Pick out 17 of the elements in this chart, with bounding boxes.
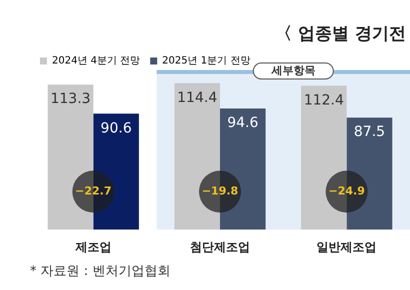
x-tick-label: 제조업 bbox=[74, 240, 112, 254]
data-label: 113.3 bbox=[50, 91, 91, 108]
data-label: 87.5 bbox=[354, 124, 386, 140]
legend-label: 2024년 4분기 전망 bbox=[52, 56, 140, 67]
x-tick-label: 첨단제조업 bbox=[190, 240, 250, 254]
data-label: 94.6 bbox=[227, 115, 258, 132]
data-label: 114.4 bbox=[177, 90, 218, 106]
x-tick-label: 일반제조업 bbox=[316, 240, 377, 254]
legend-label: 2025년 1분기 전망 bbox=[162, 56, 250, 67]
text: * 자료원 : 벤처기업협회 bbox=[30, 263, 170, 280]
annotation: −24.9 bbox=[328, 184, 365, 198]
annotation: −19.8 bbox=[202, 184, 238, 198]
annotation: −22.7 bbox=[75, 184, 112, 198]
data-label: 90.6 bbox=[100, 120, 132, 136]
data-label: 112.4 bbox=[304, 92, 344, 108]
band-label: 세부항목 bbox=[270, 64, 316, 77]
chart-title: 〈 업종별 경기전 bbox=[275, 23, 406, 45]
